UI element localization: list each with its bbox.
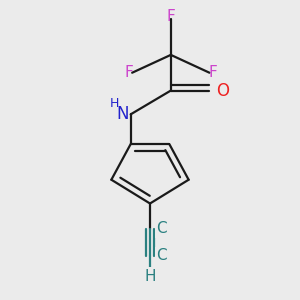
Text: N: N <box>117 105 129 123</box>
Text: C: C <box>157 248 167 263</box>
Text: F: F <box>167 9 175 24</box>
Text: H: H <box>144 269 156 284</box>
Text: F: F <box>208 65 217 80</box>
Text: C: C <box>157 221 167 236</box>
Text: H: H <box>110 97 119 110</box>
Text: F: F <box>125 65 134 80</box>
Text: O: O <box>216 82 229 100</box>
